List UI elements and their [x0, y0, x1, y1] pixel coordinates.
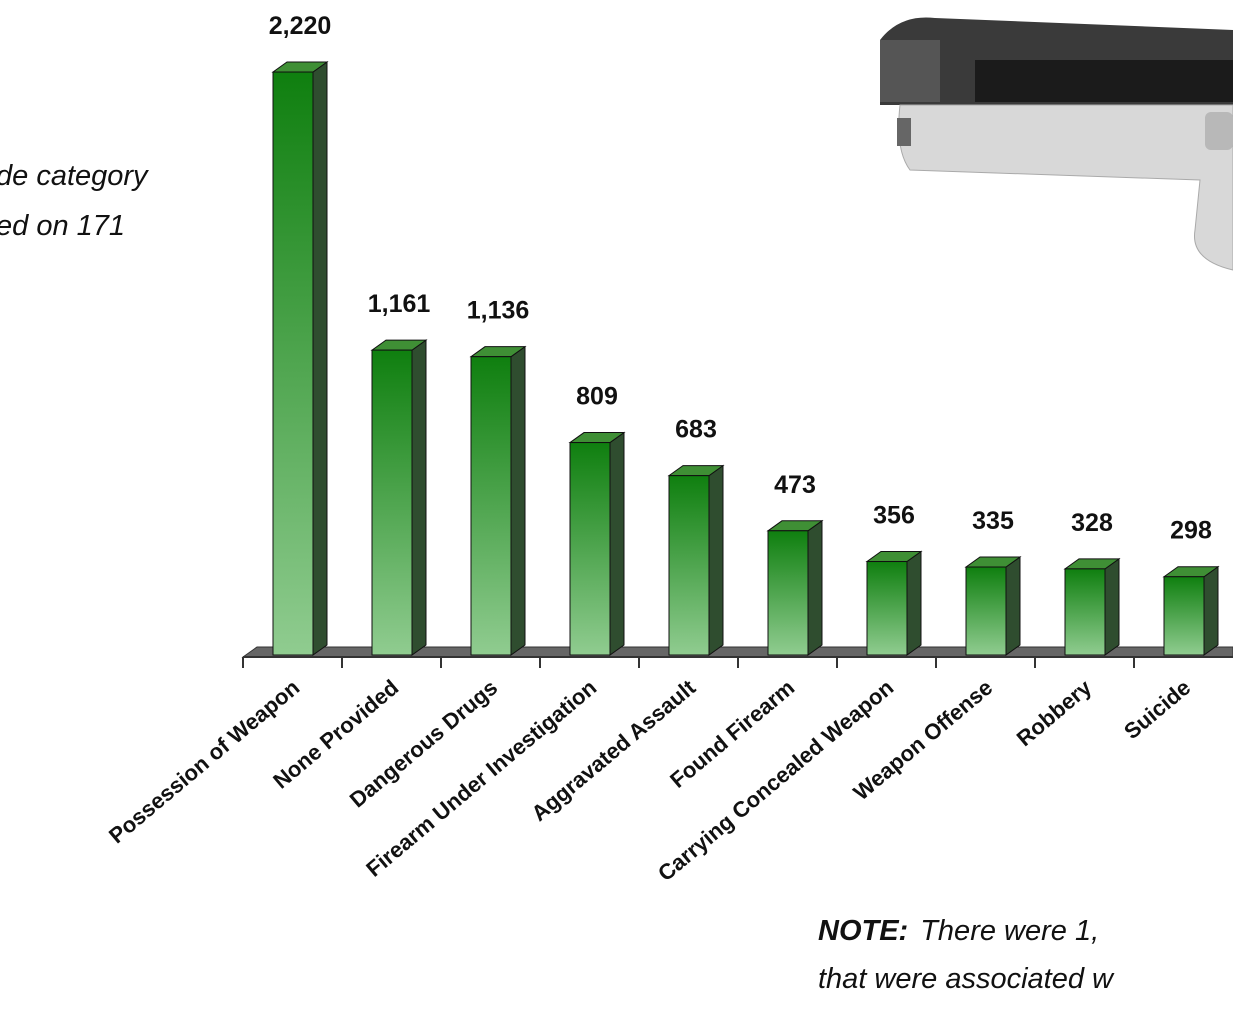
value-label: 356 — [873, 502, 915, 530]
bar-side — [906, 550, 922, 656]
bar-side — [312, 61, 328, 656]
bar-group — [271, 61, 329, 656]
bar-side — [1203, 565, 1219, 656]
bar-group — [865, 550, 923, 656]
bar-side — [411, 339, 427, 656]
bar-group — [667, 464, 725, 656]
value-label: 2,220 — [269, 12, 332, 40]
bar-group — [1063, 557, 1121, 656]
note-line: that were associated w — [818, 963, 1115, 995]
bar-group — [1162, 565, 1220, 656]
bar — [767, 530, 809, 656]
bar — [272, 71, 314, 656]
value-label: 328 — [1071, 509, 1113, 537]
bar-group — [568, 431, 626, 656]
value-label: 809 — [576, 383, 618, 411]
bar-side — [1005, 556, 1021, 656]
bar — [1064, 568, 1106, 656]
value-label: 335 — [972, 507, 1014, 535]
bar — [470, 356, 512, 656]
bar-side — [1104, 557, 1120, 656]
bar-group — [370, 339, 428, 656]
x-tick-label: Aggravated Assault — [526, 674, 700, 826]
pistol-illustration — [880, 17, 1233, 271]
bar-side — [510, 345, 526, 656]
bar-group — [469, 345, 527, 656]
bar-side — [708, 464, 724, 656]
bar — [1163, 576, 1205, 656]
note: NOTE: There were 1, — [818, 915, 1099, 947]
bar-side — [609, 431, 625, 656]
bar — [668, 475, 710, 656]
value-label: 298 — [1170, 517, 1212, 545]
bar-group — [766, 519, 824, 656]
bar — [866, 561, 908, 656]
value-label: 473 — [774, 471, 816, 499]
x-tick-label: Suicide — [1119, 675, 1195, 744]
note-line: There were 1, — [920, 915, 1099, 947]
annotation: ed on 171 — [0, 210, 125, 242]
value-label: 1,136 — [467, 297, 530, 325]
bar-group — [964, 556, 1022, 656]
value-label: 1,161 — [368, 290, 431, 318]
bar — [569, 442, 611, 656]
annotation: de category — [0, 160, 149, 192]
note-label: NOTE: — [818, 915, 908, 947]
value-label: 683 — [675, 416, 717, 444]
x-tick-label: Possession of Weapon — [104, 675, 304, 849]
x-tick-label: Robbery — [1012, 674, 1097, 751]
bar — [965, 566, 1007, 656]
bar-side — [807, 519, 823, 656]
bar — [371, 349, 413, 656]
